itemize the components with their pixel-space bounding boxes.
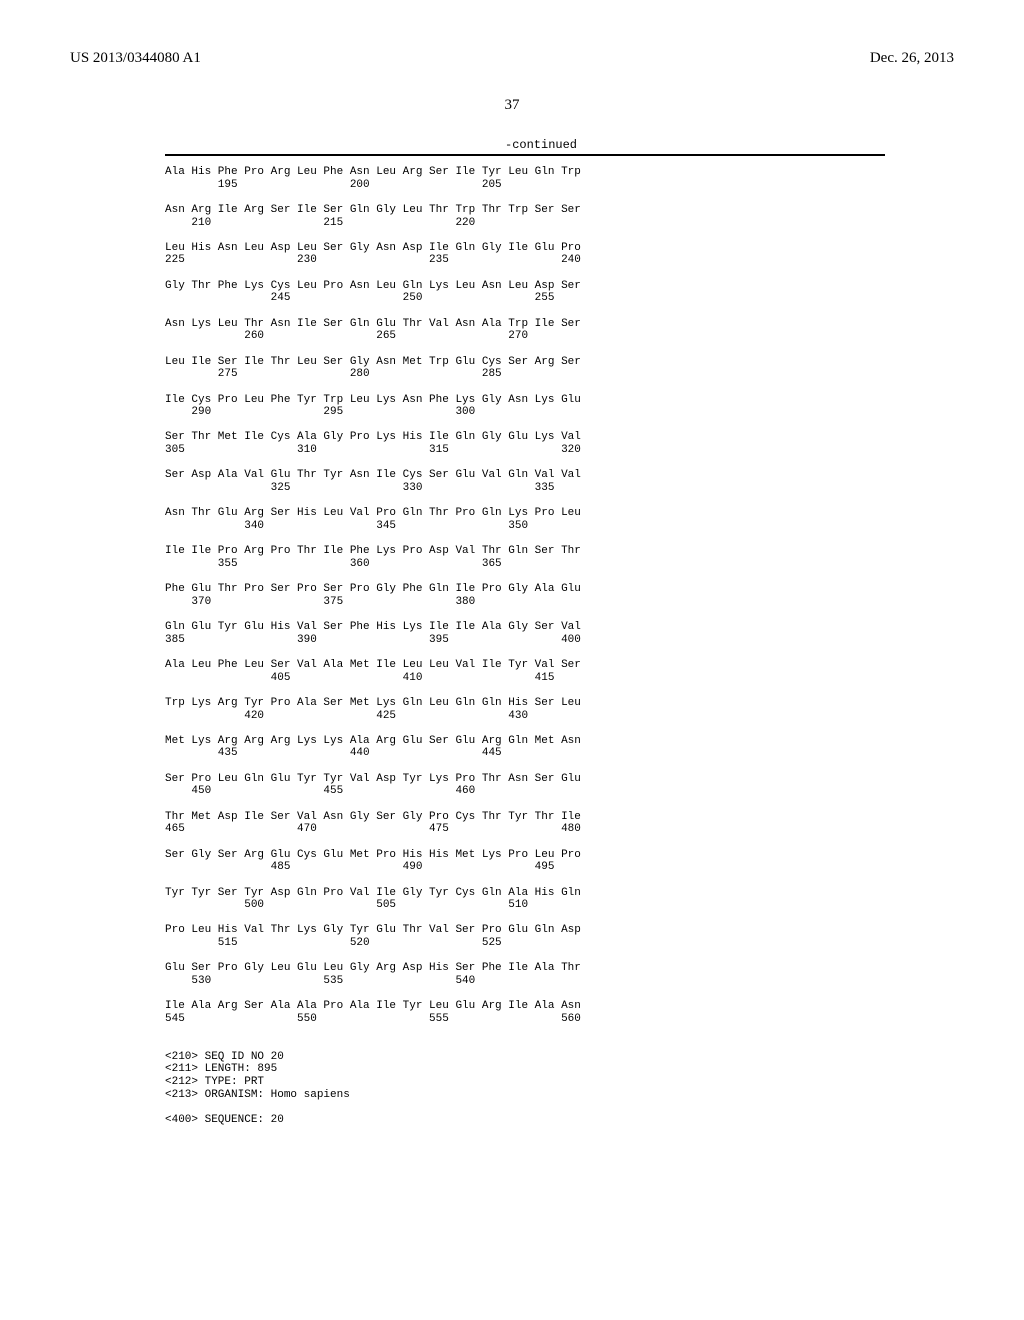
page-header: US 2013/0344080 A1 Dec. 26, 2013 bbox=[70, 50, 954, 67]
publication-number: US 2013/0344080 A1 bbox=[70, 50, 201, 67]
page-number: 37 bbox=[70, 97, 954, 114]
sequence-listing: Ala His Phe Pro Arg Leu Phe Asn Leu Arg … bbox=[165, 166, 954, 1127]
horizontal-rule bbox=[165, 154, 885, 156]
continued-label: -continued bbox=[505, 138, 954, 152]
page-container: US 2013/0344080 A1 Dec. 26, 2013 37 -con… bbox=[0, 0, 1024, 1187]
publication-date: Dec. 26, 2013 bbox=[870, 50, 954, 67]
